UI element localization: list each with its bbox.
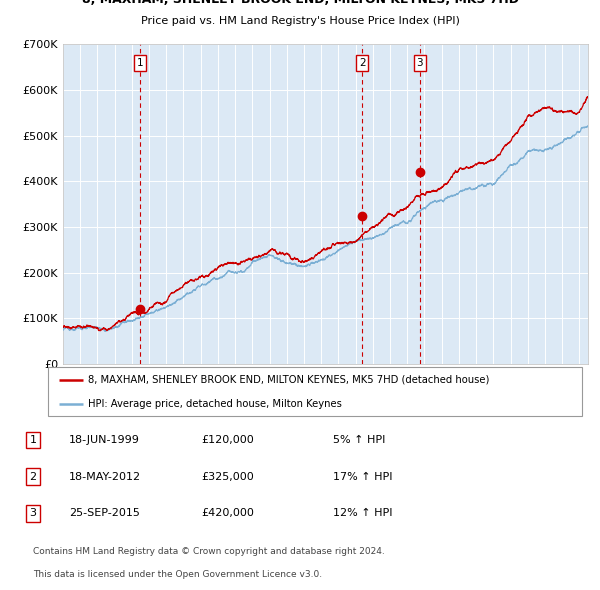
- Text: 18-MAY-2012: 18-MAY-2012: [69, 471, 141, 481]
- Text: 8, MAXHAM, SHENLEY BROOK END, MILTON KEYNES, MK5 7HD (detached house): 8, MAXHAM, SHENLEY BROOK END, MILTON KEY…: [88, 375, 490, 385]
- Text: 18-JUN-1999: 18-JUN-1999: [69, 435, 140, 445]
- Text: 5% ↑ HPI: 5% ↑ HPI: [333, 435, 385, 445]
- Text: £420,000: £420,000: [201, 509, 254, 519]
- Text: 8, MAXHAM, SHENLEY BROOK END, MILTON KEYNES, MK5 7HD: 8, MAXHAM, SHENLEY BROOK END, MILTON KEY…: [82, 0, 518, 6]
- Text: 1: 1: [29, 435, 37, 445]
- FancyBboxPatch shape: [48, 367, 582, 417]
- Text: 17% ↑ HPI: 17% ↑ HPI: [333, 471, 392, 481]
- Text: Price paid vs. HM Land Registry's House Price Index (HPI): Price paid vs. HM Land Registry's House …: [140, 17, 460, 27]
- Text: HPI: Average price, detached house, Milton Keynes: HPI: Average price, detached house, Milt…: [88, 399, 342, 409]
- Text: 25-SEP-2015: 25-SEP-2015: [69, 509, 140, 519]
- Text: 2: 2: [29, 471, 37, 481]
- Text: 1: 1: [136, 58, 143, 68]
- Text: 3: 3: [416, 58, 423, 68]
- Text: 2: 2: [359, 58, 365, 68]
- Text: 3: 3: [29, 509, 37, 519]
- Text: £120,000: £120,000: [201, 435, 254, 445]
- Text: This data is licensed under the Open Government Licence v3.0.: This data is licensed under the Open Gov…: [33, 569, 322, 579]
- Text: 12% ↑ HPI: 12% ↑ HPI: [333, 509, 392, 519]
- Text: Contains HM Land Registry data © Crown copyright and database right 2024.: Contains HM Land Registry data © Crown c…: [33, 547, 385, 556]
- Text: £325,000: £325,000: [201, 471, 254, 481]
